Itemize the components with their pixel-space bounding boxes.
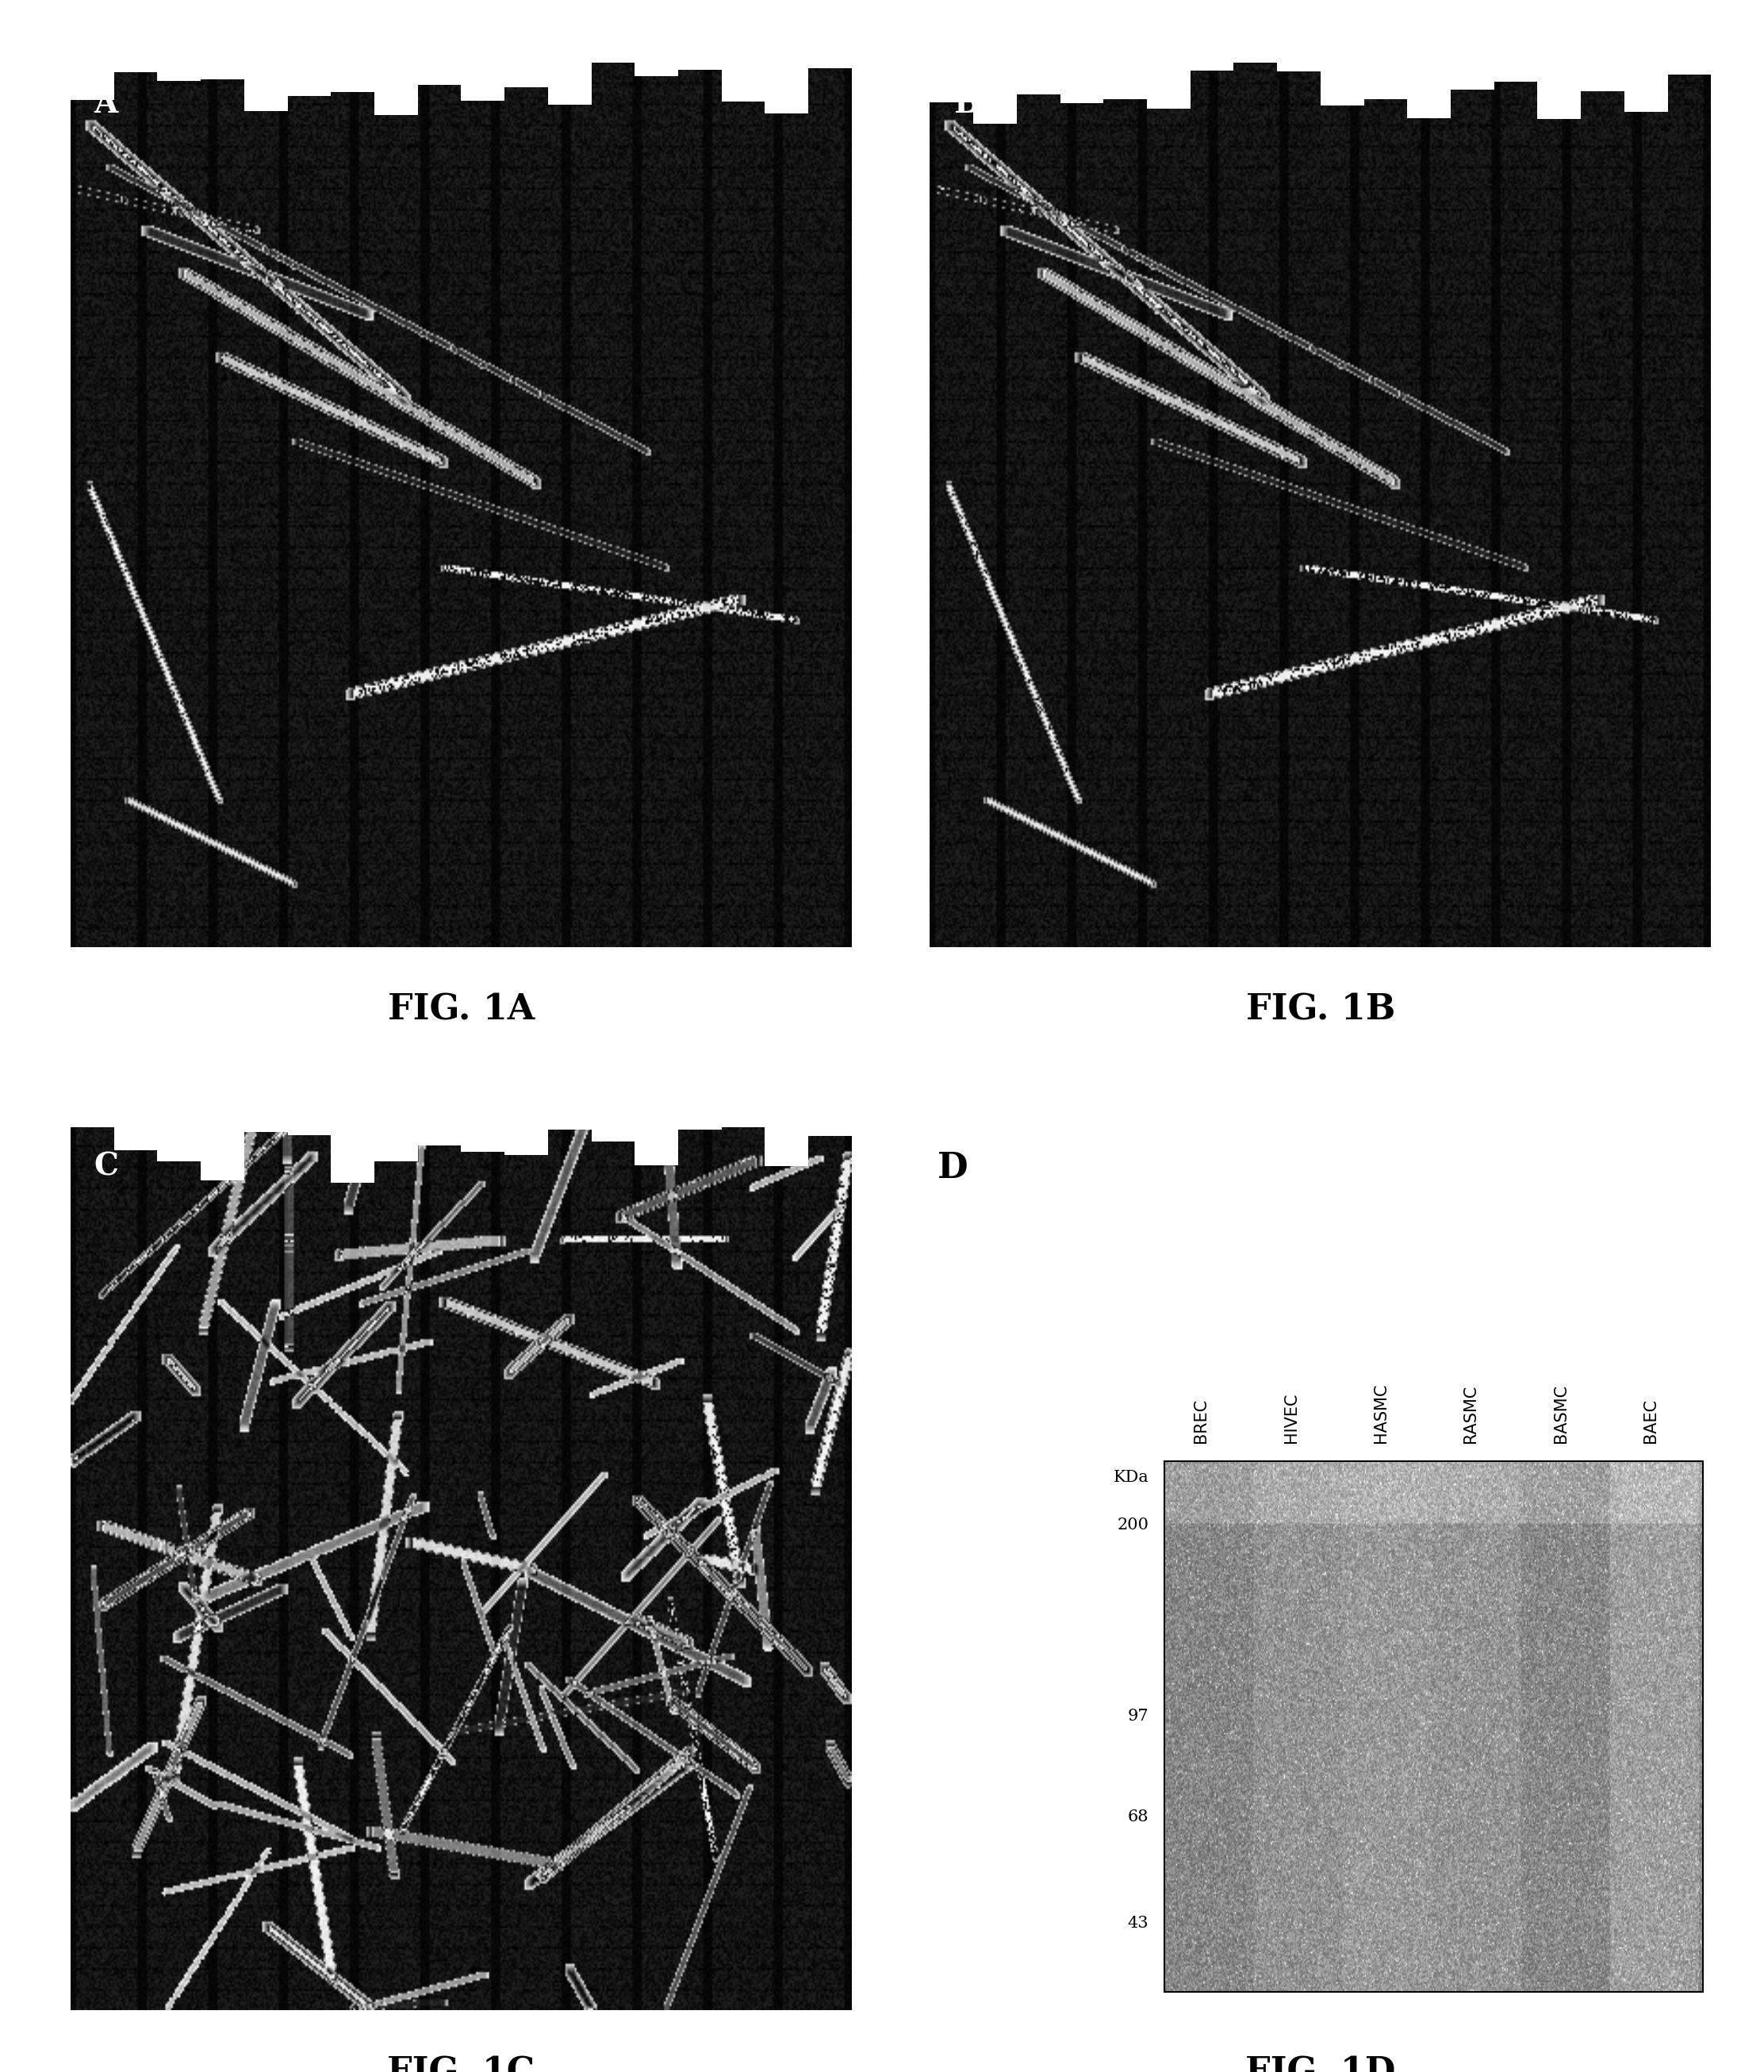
Text: 68: 68: [1127, 1809, 1148, 1823]
Text: KDa: KDa: [1113, 1469, 1148, 1486]
Text: C: C: [93, 1152, 118, 1181]
Text: B: B: [953, 89, 979, 118]
Text: FIG. 1A: FIG. 1A: [388, 992, 534, 1028]
Text: BAEC: BAEC: [1642, 1399, 1658, 1444]
Text: 200: 200: [1117, 1517, 1148, 1531]
Text: RASMC: RASMC: [1462, 1384, 1478, 1444]
Text: FIG. 1D: FIG. 1D: [1245, 2055, 1395, 2072]
Text: FIG. 1C: FIG. 1C: [388, 2055, 534, 2072]
Text: HIVEC: HIVEC: [1282, 1392, 1298, 1444]
Text: A: A: [93, 89, 118, 118]
Text: 43: 43: [1127, 1915, 1148, 1931]
Text: 97: 97: [1127, 1709, 1148, 1724]
Text: D: D: [938, 1152, 968, 1185]
Text: BREC: BREC: [1192, 1399, 1208, 1444]
Text: BASMC: BASMC: [1552, 1384, 1568, 1444]
Text: FIG. 1B: FIG. 1B: [1245, 992, 1395, 1028]
Bar: [1164, 1461, 1704, 1991]
Text: HASMC: HASMC: [1372, 1384, 1388, 1444]
